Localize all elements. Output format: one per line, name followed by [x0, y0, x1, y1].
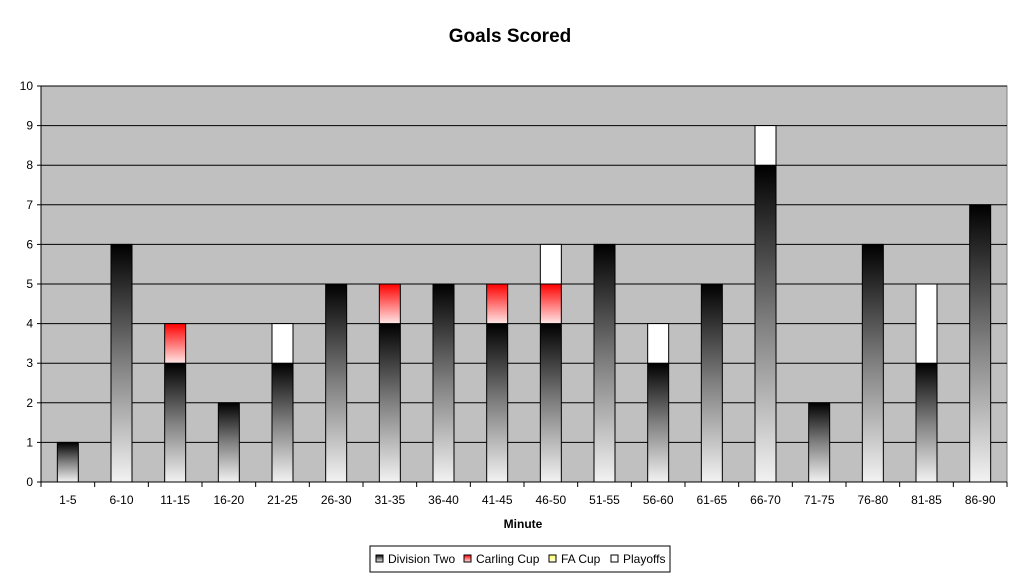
bar-31-35-carling-cup: [378, 283, 401, 325]
x-tick-label-12: 61-65: [696, 493, 727, 507]
y-tick-label-4: 4: [26, 317, 33, 331]
x-tick-label-2: 11-15: [160, 493, 190, 507]
x-tick-label-16: 81-85: [911, 493, 942, 507]
chart-title: Goals Scored: [449, 26, 572, 47]
legend-swatch-0: [375, 554, 384, 563]
bar-31-35-division-two: [378, 323, 401, 483]
bar-66-70-division-two: [754, 164, 777, 483]
legend: Division Two Carling Cup FA Cup Playoffs: [369, 545, 671, 573]
x-axis-label: Minute: [504, 517, 543, 531]
legend-swatch-2: [548, 554, 557, 563]
bar-26-30-division-two: [325, 283, 348, 483]
bar-16-20-division-two: [217, 402, 240, 483]
bar-56-60-playoffs: [647, 323, 670, 364]
x-tick-label-10: 51-55: [589, 493, 620, 507]
bar-11-15-division-two: [164, 362, 187, 483]
bar-86-90-division-two: [969, 204, 992, 483]
x-tick-label-14: 71-75: [804, 493, 835, 507]
y-tick-label-3: 3: [26, 356, 33, 370]
legend-label-1: Carling Cup: [476, 552, 540, 566]
x-tick-label-1: 6-10: [109, 493, 133, 507]
bar-81-85-division-two: [915, 362, 938, 483]
legend-box: [369, 545, 671, 573]
y-tick-label-2: 2: [26, 396, 33, 410]
bar-76-80-division-two: [861, 243, 884, 483]
bar-21-25-playoffs: [271, 323, 294, 364]
y-tick-label-5: 5: [26, 277, 33, 291]
bar-1-5-division-two: [56, 441, 79, 483]
y-tick-label-10: 10: [20, 79, 34, 93]
y-tick-labels: 0 1 2 3 4 5 6 7 8 9 10: [20, 79, 34, 489]
bar-41-45-carling-cup: [486, 283, 509, 325]
bar-51-55-division-two: [593, 243, 616, 483]
bar-61-65-division-two: [700, 283, 723, 483]
gridlines: [41, 85, 1007, 443]
x-tick-label-9: 46-50: [535, 493, 566, 507]
x-tick-label-6: 31-35: [374, 493, 405, 507]
legend-swatch-1: [463, 554, 472, 563]
x-tick-label-3: 16-20: [213, 493, 244, 507]
y-tick-label-0: 0: [26, 475, 33, 489]
x-tick-label-13: 66-70: [750, 493, 781, 507]
y-tick-label-9: 9: [26, 119, 33, 133]
legend-label-0: Division Two: [388, 552, 455, 566]
y-tick-label-8: 8: [26, 158, 33, 172]
legend-label-3: Playoffs: [623, 552, 665, 566]
bars: [56, 125, 992, 483]
bar-46-50-playoffs: [539, 243, 562, 285]
bar-46-50-carling-cup: [539, 283, 562, 325]
x-tick-label-15: 76-80: [857, 493, 888, 507]
bar-46-50-division-two: [539, 323, 562, 483]
axes: [37, 85, 1008, 487]
bar-36-40-division-two: [432, 283, 455, 483]
legend-swatch-3: [610, 554, 619, 563]
x-tick-label-11: 56-60: [643, 493, 674, 507]
bar-11-15-carling-cup: [164, 323, 187, 364]
bar-81-85-playoffs: [915, 283, 938, 364]
x-tick-labels: 1-5 6-10 11-15 16-20 21-25 26-30 31-35 36-40 41-…: [59, 493, 996, 507]
x-tick-label-7: 36-40: [428, 493, 459, 507]
x-tick-label-17: 86-90: [965, 493, 996, 507]
y-tick-label-1: 1: [26, 435, 33, 449]
bar-21-25-division-two: [271, 362, 294, 483]
bar-6-10-division-two: [110, 243, 133, 483]
bar-71-75-division-two: [808, 402, 831, 483]
bar-41-45-division-two: [486, 323, 509, 483]
x-tick-label-4: 21-25: [267, 493, 298, 507]
legend-label-2: FA Cup: [561, 552, 601, 566]
y-tick-label-6: 6: [26, 237, 33, 251]
x-tick-label-5: 26-30: [321, 493, 352, 507]
x-tick-label-0: 1-5: [59, 493, 77, 507]
y-tick-label-7: 7: [26, 198, 33, 212]
bar-56-60-division-two: [647, 362, 670, 483]
bar-66-70-playoffs: [754, 125, 777, 166]
x-tick-label-8: 41-45: [482, 493, 513, 507]
